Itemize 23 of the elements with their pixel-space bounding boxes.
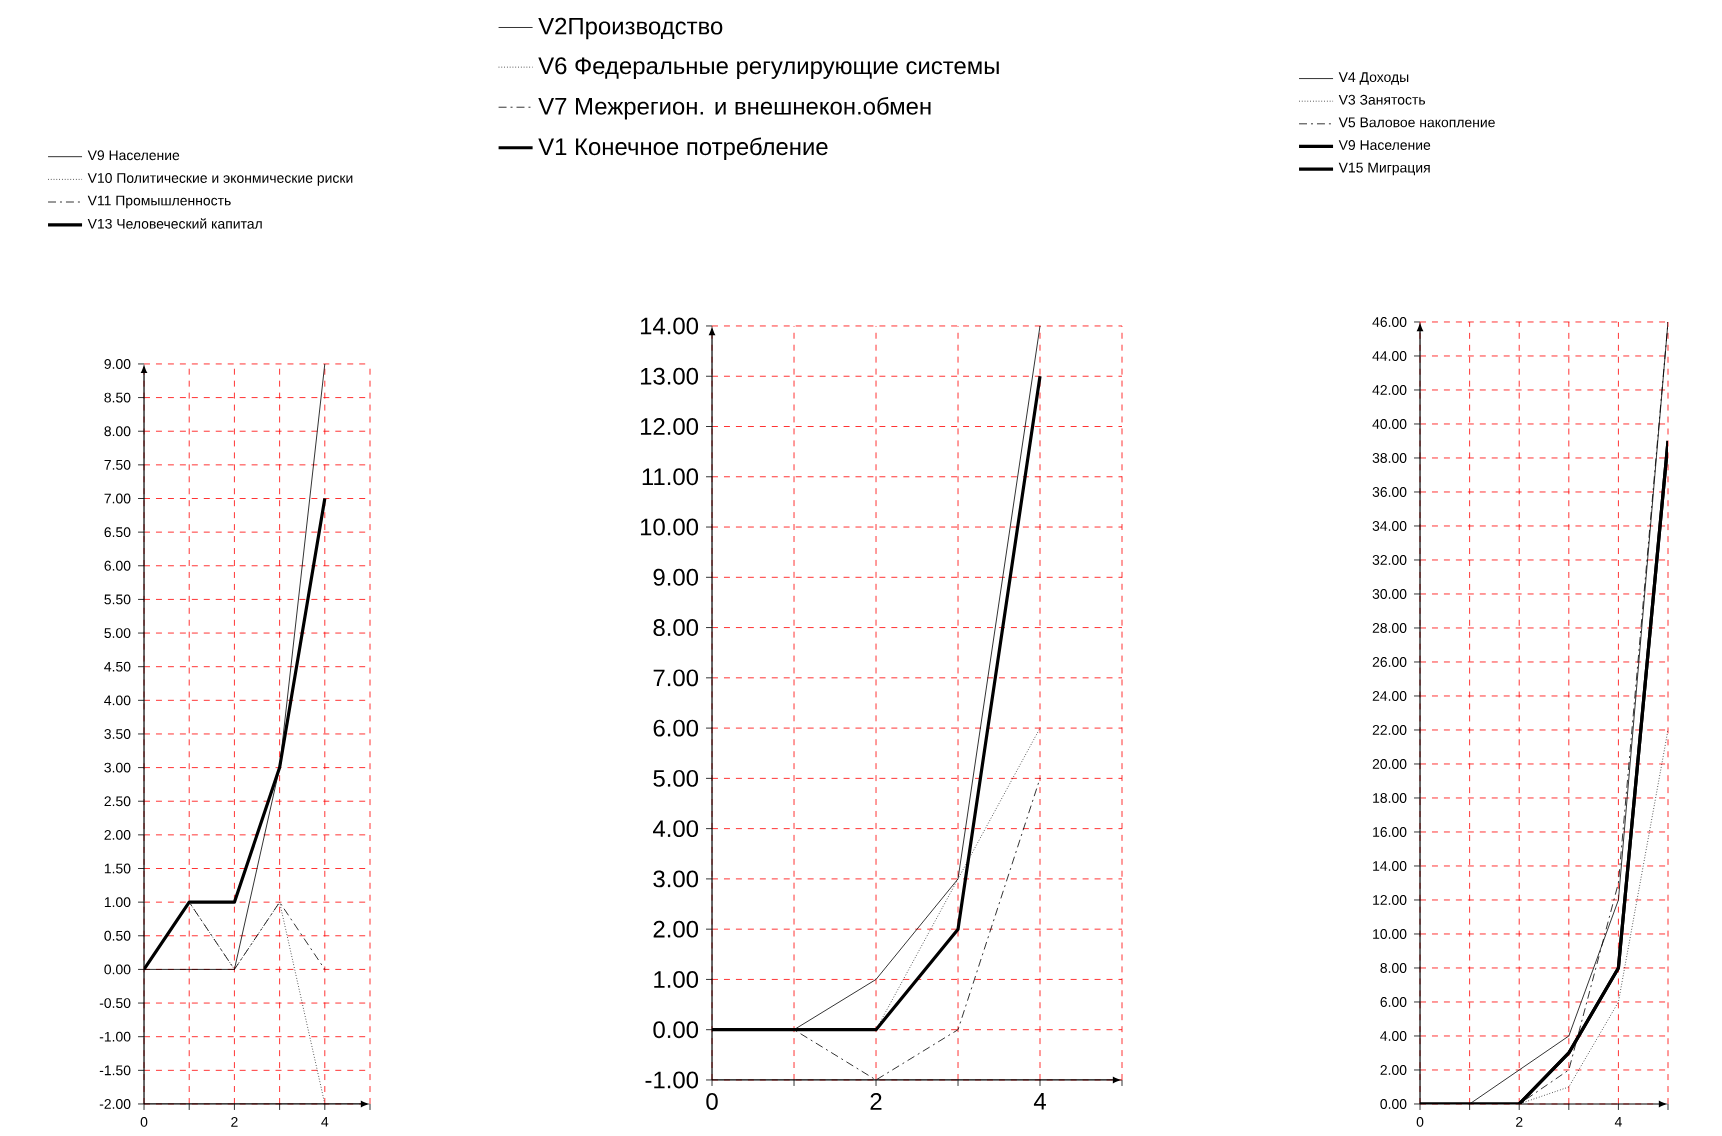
legend-label: V7 Межрегион. и внешнекон.обмен xyxy=(538,96,931,120)
y-tick-label: -1.00 xyxy=(645,1071,699,1089)
x-tick-label: 2 xyxy=(870,1093,882,1110)
y-tick-label: 6.00 xyxy=(653,719,699,737)
legend-label: V2Производство xyxy=(538,17,723,40)
y-tick-label: 10.00 xyxy=(640,518,699,536)
y-tick-label: 12.00 xyxy=(640,418,699,435)
y-tick-label: 13.00 xyxy=(640,367,699,385)
y-tick-label: 7.00 xyxy=(653,669,699,687)
y-tick-label: 14.00 xyxy=(640,317,699,335)
y-tick-label: 2.00 xyxy=(653,920,699,938)
x-tick-label: 4 xyxy=(1033,1093,1046,1110)
y-tick-label: 3.00 xyxy=(653,870,699,888)
legend-label: V6 Федеральные регулирующие системы xyxy=(538,57,999,79)
y-tick-label: 4.00 xyxy=(653,820,699,838)
y-tick-label: 0.00 xyxy=(653,1021,699,1039)
y-tick-label: 1.00 xyxy=(654,970,699,988)
y-tick-label: 11.00 xyxy=(642,468,699,486)
x-tick-label: 0 xyxy=(706,1093,718,1110)
y-tick-label: 5.00 xyxy=(653,769,699,787)
y-tick-label: 8.00 xyxy=(653,619,699,637)
y-tick-label: 9.00 xyxy=(653,568,699,586)
legend-label: V1 Конечное потребление xyxy=(538,137,828,160)
